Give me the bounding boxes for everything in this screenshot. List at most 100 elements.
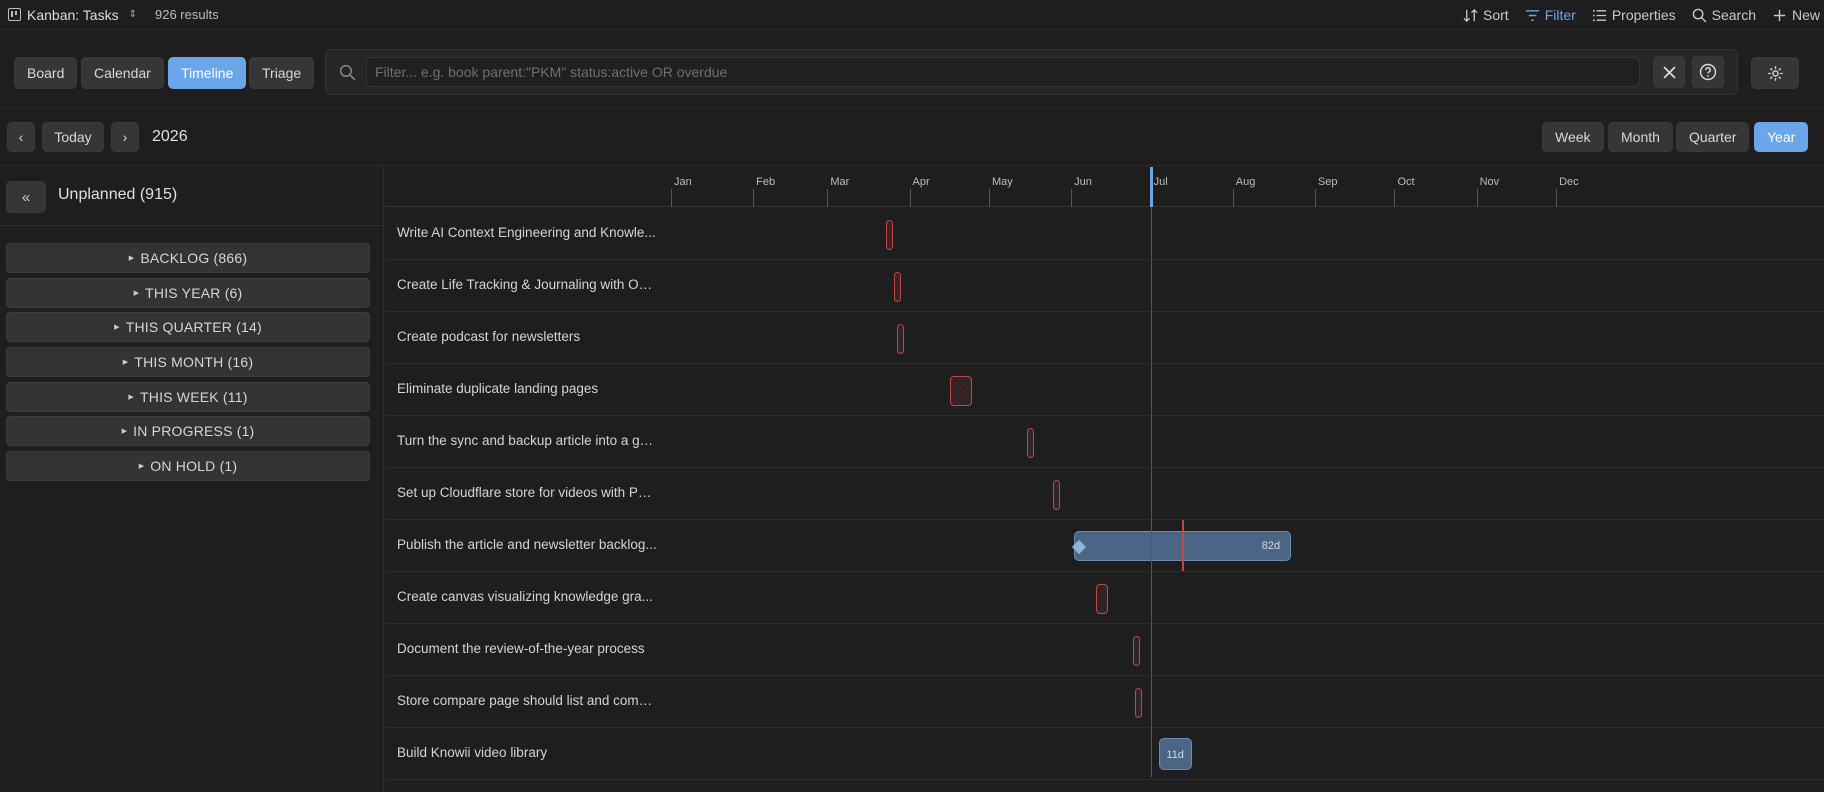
group-label: THIS WEEK (11) — [140, 389, 248, 405]
triangle-right-icon: ▶ — [138, 463, 145, 470]
group-on-hold[interactable]: ▶ ON HOLD (1) — [6, 451, 370, 481]
filter-label: Filter — [1544, 7, 1576, 23]
month-label: Mar — [830, 176, 850, 188]
month-label: May — [992, 176, 1013, 188]
task-bar-overdue[interactable] — [949, 376, 973, 406]
deadline-marker — [1182, 520, 1185, 571]
task-row[interactable]: Create Life Tracking & Journaling with O… — [385, 260, 1824, 312]
task-bar-overdue[interactable] — [1132, 636, 1140, 666]
task-row[interactable]: Document the review-of-the-year process — [385, 624, 1824, 676]
range-week[interactable]: Week — [1542, 122, 1604, 152]
range-month[interactable]: Month — [1608, 122, 1673, 152]
month-header: Jan Feb Mar Apr May Jun Jul Aug Sep Oct Nov Dec — [385, 167, 1824, 207]
tab-calendar[interactable]: Calendar — [81, 57, 164, 89]
filter-button[interactable]: Filter — [1525, 7, 1576, 23]
task-bar-overdue[interactable] — [894, 272, 902, 302]
group-this-year[interactable]: ▶ THIS YEAR (6) — [6, 278, 370, 308]
task-title[interactable]: Turn the sync and backup article into a … — [397, 433, 657, 448]
triangle-right-icon: ▶ — [121, 428, 128, 435]
month-tick — [1071, 189, 1073, 207]
view-name: Kanban: Tasks — [27, 6, 119, 23]
month-label: Jun — [1074, 176, 1092, 188]
collapse-sidebar-button[interactable]: « — [6, 181, 46, 213]
task-bar-overdue[interactable] — [1135, 688, 1143, 718]
duration-label: 82d — [1261, 540, 1281, 552]
group-label: ON HOLD (1) — [150, 458, 238, 474]
filter-help-button[interactable] — [1692, 56, 1724, 88]
group-label: THIS QUARTER (14) — [125, 319, 262, 335]
properties-label: Properties — [1611, 7, 1676, 23]
settings-button[interactable] — [1751, 57, 1799, 89]
task-row[interactable]: Build Knowii video library 11d — [385, 728, 1824, 780]
tab-timeline[interactable]: Timeline — [168, 57, 247, 89]
task-bar-overdue[interactable] — [1095, 584, 1108, 614]
task-row[interactable]: Create canvas visualizing knowledge gra.… — [385, 572, 1824, 624]
help-icon — [1699, 63, 1717, 81]
month-label: Jan — [674, 176, 692, 188]
filter-input[interactable] — [367, 58, 1639, 86]
task-title[interactable]: Publish the article and newsletter backl… — [397, 537, 657, 552]
search-button[interactable]: Search — [1692, 7, 1756, 23]
current-year: 2026 — [152, 128, 188, 145]
task-title[interactable]: Document the review-of-the-year process — [397, 641, 645, 656]
month-tick — [1394, 189, 1396, 207]
task-title[interactable]: Store compare page should list and comp.… — [397, 693, 657, 708]
properties-button[interactable]: Properties — [1592, 7, 1676, 23]
group-this-week[interactable]: ▶ THIS WEEK (11) — [6, 382, 370, 412]
group-this-quarter[interactable]: ▶ THIS QUARTER (14) — [6, 312, 370, 342]
task-row[interactable]: Create podcast for newsletters — [385, 312, 1824, 364]
task-row[interactable]: Turn the sync and backup article into a … — [385, 416, 1824, 468]
month-label: Nov — [1479, 176, 1500, 188]
plus-icon — [1773, 9, 1786, 21]
triangle-right-icon: ▶ — [122, 359, 129, 366]
task-row[interactable]: Set up Cloudflare store for videos with … — [385, 468, 1824, 520]
start-handle-icon[interactable] — [1071, 539, 1086, 555]
task-title[interactable]: Eliminate duplicate landing pages — [397, 381, 599, 396]
results-count: 926 results — [154, 7, 219, 22]
task-row[interactable]: Eliminate duplicate landing pages — [385, 364, 1824, 416]
group-label: THIS MONTH (16) — [134, 354, 254, 370]
task-bar-overdue[interactable] — [1026, 428, 1034, 458]
group-backlog[interactable]: ▶ BACKLOG (866) — [6, 243, 370, 273]
unplanned-title: Unplanned (915) — [58, 186, 178, 203]
clear-filter-button[interactable] — [1653, 56, 1685, 88]
task-title[interactable]: Build Knowii video library — [397, 745, 548, 760]
task-title[interactable]: Set up Cloudflare store for videos with … — [397, 485, 657, 500]
triangle-right-icon: ▶ — [128, 255, 135, 262]
task-title[interactable]: Create podcast for newsletters — [397, 329, 581, 344]
new-button[interactable]: New — [1772, 7, 1820, 23]
top-actions: Sort Filter Properties Search New — [1463, 0, 1824, 30]
task-title[interactable]: Create canvas visualizing knowledge gra.… — [397, 589, 653, 604]
range-year[interactable]: Year — [1754, 122, 1809, 152]
sort-label: Sort — [1483, 7, 1509, 23]
today-button[interactable]: Today — [42, 122, 104, 152]
sort-button[interactable]: Sort — [1463, 7, 1509, 23]
unplanned-sidebar: « Unplanned (915) ▶ BACKLOG (866) ▶ THIS Y… — [0, 167, 384, 792]
month-tick — [989, 189, 990, 207]
task-title[interactable]: Write AI Context Engineering and Knowle.… — [397, 225, 656, 240]
month-tick — [1556, 189, 1558, 207]
tab-triage[interactable]: Triage — [249, 57, 315, 89]
task-bar[interactable]: 11d — [1158, 738, 1192, 770]
view-switcher[interactable]: Kanban: Tasks ⇕ — [8, 7, 137, 23]
task-row[interactable]: Publish the article and newsletter backl… — [385, 520, 1824, 572]
task-title[interactable]: Create Life Tracking & Journaling with O… — [397, 277, 657, 292]
triangle-right-icon: ▶ — [133, 290, 140, 297]
task-bar-overdue[interactable] — [1053, 480, 1061, 510]
today-line — [1150, 167, 1152, 777]
range-quarter[interactable]: Quarter — [1676, 122, 1750, 152]
group-label: BACKLOG (866) — [140, 250, 248, 266]
task-row[interactable]: Store compare page should list and comp.… — [385, 676, 1824, 728]
gear-icon — [1767, 65, 1783, 81]
month-label: Oct — [1397, 176, 1415, 188]
date-navigation: ‹ Today › 2026 Week Month Quarter Year — [0, 110, 1824, 166]
group-in-progress[interactable]: ▶ IN PROGRESS (1) — [6, 416, 370, 446]
month-label: Apr — [912, 176, 930, 188]
tab-board[interactable]: Board — [14, 57, 78, 89]
group-this-month[interactable]: ▶ THIS MONTH (16) — [6, 347, 370, 377]
task-bar-overdue[interactable] — [886, 220, 894, 250]
next-period-button[interactable]: › — [111, 122, 139, 152]
task-bar-overdue[interactable] — [896, 324, 904, 354]
task-row[interactable]: Write AI Context Engineering and Knowle.… — [385, 208, 1824, 260]
prev-period-button[interactable]: ‹ — [7, 122, 35, 152]
